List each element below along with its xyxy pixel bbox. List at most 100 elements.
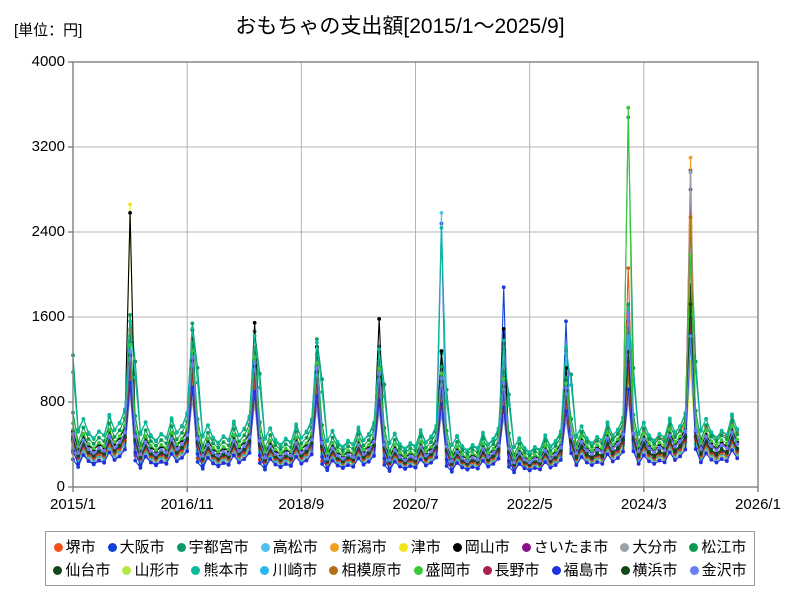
- data-point: [491, 436, 496, 441]
- legend-item-堺市[interactable]: 堺市: [53, 539, 96, 555]
- data-point: [180, 430, 184, 435]
- data-point: [512, 468, 516, 473]
- series-福島市[interactable]: [71, 333, 740, 473]
- legend-item-熊本市[interactable]: 熊本市: [191, 562, 248, 578]
- legend-item-岡山市[interactable]: 岡山市: [452, 539, 510, 555]
- data-point: [356, 456, 361, 461]
- data-point: [112, 428, 117, 433]
- data-point: [709, 444, 714, 448]
- data-point: [304, 449, 309, 453]
- data-point: [268, 444, 273, 449]
- data-point: [626, 306, 631, 311]
- data-point: [636, 432, 641, 436]
- data-point: [574, 451, 579, 456]
- y-axis-tick-label: 1600: [31, 308, 65, 325]
- legend-item-相模原市[interactable]: 相模原市: [329, 562, 402, 578]
- data-point: [693, 428, 698, 433]
- series-金沢市[interactable]: [71, 310, 740, 465]
- legend-item-津市[interactable]: 津市: [398, 539, 441, 555]
- legend-item-大分市[interactable]: 大分市: [620, 539, 677, 555]
- data-point: [610, 451, 615, 455]
- data-point: [299, 446, 304, 451]
- data-point: [180, 423, 184, 428]
- data-point: [398, 455, 402, 459]
- data-point: [283, 436, 288, 441]
- legend-row: 堺市 大阪市 宇都宮市 高松市 新潟市 津市 岡山市 さいたま市 大分市 松江市: [48, 536, 753, 559]
- data-point: [273, 443, 278, 448]
- data-point: [543, 438, 548, 443]
- data-point: [553, 448, 558, 453]
- data-point: [558, 445, 563, 450]
- data-point: [242, 433, 247, 438]
- data-point: [294, 441, 299, 445]
- data-point: [621, 438, 625, 442]
- data-point: [595, 451, 600, 456]
- legend-item-福島市[interactable]: 福島市: [551, 562, 609, 578]
- legend-swatch-icon: [260, 542, 270, 552]
- data-point: [335, 449, 340, 453]
- data-point: [590, 448, 594, 453]
- data-point: [636, 461, 641, 466]
- data-point: [491, 446, 496, 451]
- data-point: [180, 442, 184, 447]
- data-point: [657, 436, 662, 441]
- data-point: [657, 440, 662, 445]
- data-point: [283, 446, 288, 451]
- data-point: [683, 429, 688, 434]
- legend-item-金沢市[interactable]: 金沢市: [689, 562, 747, 578]
- legend-item-新潟市[interactable]: 新潟市: [329, 539, 387, 555]
- data-point: [647, 446, 651, 451]
- legend-item-長野市[interactable]: 長野市: [482, 562, 540, 578]
- series-宇都宮市[interactable]: [71, 115, 740, 456]
- data-point: [434, 455, 439, 460]
- data-point: [475, 466, 480, 471]
- data-point: [548, 444, 553, 449]
- legend-item-川崎市[interactable]: 川崎市: [260, 562, 317, 578]
- data-point: [683, 435, 688, 440]
- data-point: [216, 454, 221, 458]
- legend-label: 仙台市: [65, 560, 111, 579]
- legend-item-宇都宮市[interactable]: 宇都宮市: [176, 539, 249, 555]
- data-point: [507, 402, 511, 407]
- data-point: [657, 458, 662, 463]
- data-point: [667, 439, 672, 443]
- data-point: [652, 438, 657, 443]
- legend-item-大阪市[interactable]: 大阪市: [107, 539, 165, 555]
- data-point: [408, 441, 413, 445]
- data-point: [527, 457, 532, 461]
- series-盛岡市[interactable]: [71, 105, 740, 461]
- legend-item-山形市[interactable]: 山形市: [122, 562, 179, 578]
- data-point: [527, 450, 532, 454]
- data-point: [408, 446, 413, 451]
- legend-label: さいたま市: [533, 537, 609, 556]
- legend-item-盛岡市[interactable]: 盛岡市: [413, 562, 471, 578]
- data-point: [564, 381, 568, 386]
- data-point: [719, 457, 724, 462]
- data-point: [221, 449, 226, 454]
- data-point: [195, 436, 200, 441]
- data-point: [621, 432, 625, 437]
- data-point: [315, 337, 319, 341]
- data-point: [449, 443, 454, 448]
- legend-swatch-icon: [620, 542, 630, 552]
- legend-item-横浜市[interactable]: 横浜市: [620, 562, 678, 578]
- data-point: [107, 434, 112, 439]
- data-point: [486, 447, 491, 452]
- data-point: [719, 438, 724, 442]
- data-point: [724, 450, 729, 455]
- data-point: [600, 454, 605, 459]
- data-point: [553, 438, 558, 443]
- legend-item-高松市[interactable]: 高松市: [260, 539, 318, 555]
- data-point: [491, 442, 496, 446]
- data-point: [641, 420, 646, 425]
- legend-item-さいたま市[interactable]: さいたま市: [521, 537, 609, 556]
- series-熊本市[interactable]: [71, 225, 740, 454]
- data-point: [486, 464, 491, 469]
- data-point: [605, 436, 610, 441]
- legend-item-仙台市[interactable]: 仙台市: [53, 560, 111, 579]
- legend-item-松江市[interactable]: 松江市: [689, 539, 746, 555]
- data-point: [102, 433, 107, 438]
- data-point: [366, 443, 371, 447]
- data-point: [735, 427, 740, 432]
- data-point: [584, 452, 589, 457]
